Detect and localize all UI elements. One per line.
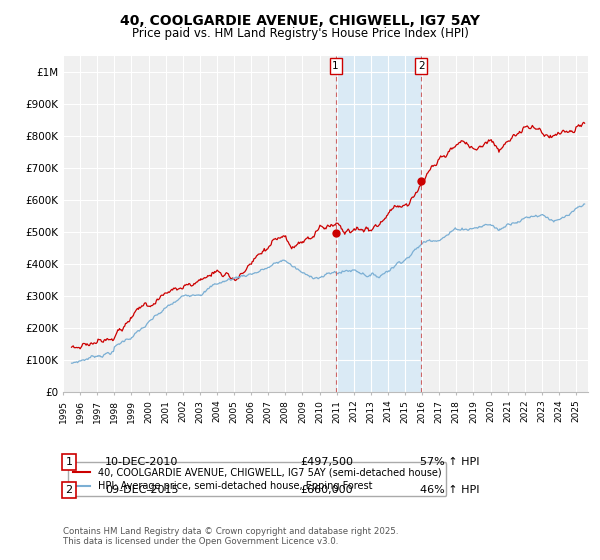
Text: Price paid vs. HM Land Registry's House Price Index (HPI): Price paid vs. HM Land Registry's House … [131,27,469,40]
Text: 46% ↑ HPI: 46% ↑ HPI [420,485,479,495]
Text: 09-DEC-2015: 09-DEC-2015 [105,485,179,495]
Text: £660,000: £660,000 [300,485,353,495]
Text: 40, COOLGARDIE AVENUE, CHIGWELL, IG7 5AY: 40, COOLGARDIE AVENUE, CHIGWELL, IG7 5AY [120,14,480,28]
Bar [335,56,421,392]
Text: £497,500: £497,500 [300,457,353,467]
Text: 57% ↑ HPI: 57% ↑ HPI [420,457,479,467]
Text: 1: 1 [332,61,339,71]
Text: 2: 2 [418,61,424,71]
Text: 1: 1 [65,457,73,467]
Text: 10-DEC-2010: 10-DEC-2010 [105,457,178,467]
Text: 2: 2 [65,485,73,495]
Text: Contains HM Land Registry data © Crown copyright and database right 2025.
This d: Contains HM Land Registry data © Crown c… [63,526,398,546]
Legend: 40, COOLGARDIE AVENUE, CHIGWELL, IG7 5AY (semi-detached house), HPI: Average pri: 40, COOLGARDIE AVENUE, CHIGWELL, IG7 5AY… [68,463,446,496]
